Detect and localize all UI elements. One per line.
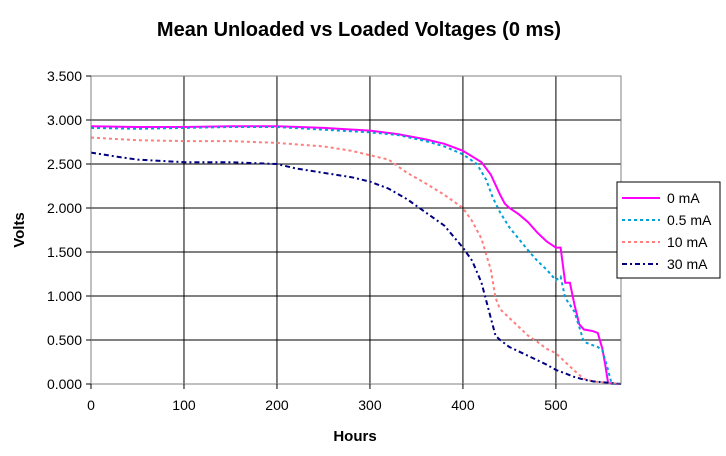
x-tick-label: 400 <box>451 397 475 413</box>
legend-label: 0.5 mA <box>667 212 712 228</box>
y-tick-label: 2.000 <box>47 200 82 216</box>
series-line <box>90 136 622 385</box>
series-lines <box>90 125 622 385</box>
legend-label: 0 mA <box>667 190 700 206</box>
legend-label: 30 mA <box>667 256 708 272</box>
x-tick-label: 0 <box>87 397 95 413</box>
x-tick-label: 500 <box>544 397 568 413</box>
x-axis-title: Hours <box>333 428 376 445</box>
legend: 0 mA 0.5 mA 10 mA 30 mA <box>616 181 721 279</box>
y-axis-ticks: 0.000 0.500 1.000 1.500 2.000 2.500 3.000 3.500 <box>47 68 91 392</box>
series-line <box>90 125 621 385</box>
x-axis-ticks: 0 100 200 300 400 500 <box>87 384 568 413</box>
chart-title: Mean Unloaded vs Loaded Voltages (0 ms) <box>157 19 561 41</box>
y-tick-label: 2.500 <box>47 156 82 172</box>
x-tick-label: 200 <box>265 397 289 413</box>
legend-label: 10 mA <box>667 234 708 250</box>
y-tick-label: 1.000 <box>47 288 82 304</box>
y-axis-title: Volts <box>11 212 28 248</box>
y-tick-label: 0.500 <box>47 332 82 348</box>
y-tick-label: 3.500 <box>47 68 82 84</box>
grid-lines <box>91 76 621 384</box>
x-tick-label: 100 <box>172 397 196 413</box>
series-line <box>90 151 622 385</box>
series-line <box>90 126 621 385</box>
y-tick-label: 1.500 <box>47 244 82 260</box>
y-tick-label: 3.000 <box>47 112 82 128</box>
y-tick-label: 0.000 <box>47 376 82 392</box>
x-tick-label: 300 <box>358 397 382 413</box>
